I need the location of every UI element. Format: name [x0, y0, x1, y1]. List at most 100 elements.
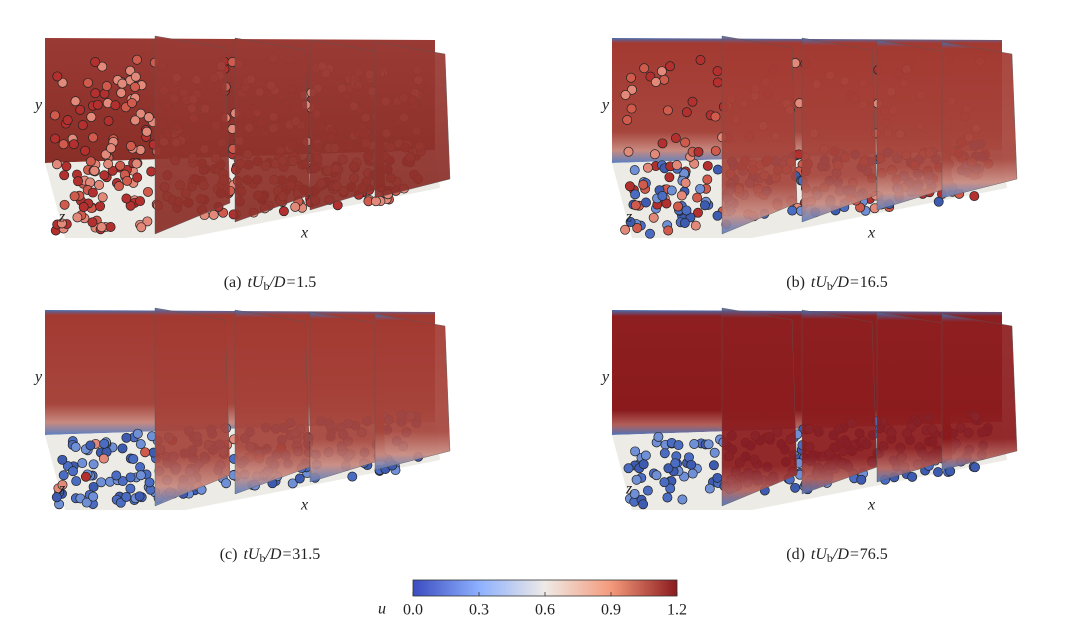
- caption-label: (a): [224, 274, 242, 291]
- particle: [50, 133, 61, 144]
- particle: [624, 181, 635, 192]
- caption-value: 31.5: [292, 546, 320, 563]
- particle: [135, 145, 146, 155]
- particle: [709, 447, 720, 458]
- colorbar-tick-label: 1.2: [667, 602, 687, 619]
- particle: [666, 185, 677, 196]
- particle: [673, 440, 684, 451]
- particle: [712, 77, 723, 88]
- particle: [687, 96, 698, 107]
- particle: [97, 192, 108, 203]
- particle: [143, 186, 153, 197]
- particle: [70, 96, 81, 107]
- particle: [662, 492, 673, 503]
- particle: [645, 228, 655, 239]
- axis-label: y: [33, 369, 43, 386]
- particle: [681, 205, 692, 216]
- particle: [702, 160, 713, 171]
- particle: [686, 459, 697, 470]
- panel: y z x (c) tUb/D=31.5: [33, 307, 451, 565]
- particle: [907, 471, 918, 482]
- particle: [290, 201, 301, 212]
- axis-label: y: [600, 369, 610, 386]
- particle: [99, 438, 110, 449]
- particle: [626, 103, 637, 114]
- particle: [710, 145, 721, 156]
- caption-value: 16.5: [860, 274, 888, 291]
- particle: [787, 205, 798, 216]
- particle: [140, 447, 151, 458]
- particle: [85, 156, 96, 167]
- particle: [99, 170, 110, 181]
- particle: [620, 90, 631, 100]
- particle: [97, 61, 108, 72]
- particle: [630, 189, 641, 200]
- particle: [92, 99, 103, 110]
- caption-expression: tU: [243, 546, 260, 563]
- particle: [627, 84, 637, 95]
- particle: [98, 453, 109, 464]
- slice-plane: [374, 41, 451, 199]
- particle: [712, 472, 723, 483]
- particle: [59, 199, 70, 210]
- caption: (a) tUb/D=1.5: [224, 274, 317, 293]
- particle: [80, 145, 91, 156]
- axis-label: x: [867, 225, 875, 242]
- axis-label: x: [300, 225, 308, 242]
- particle: [96, 222, 107, 233]
- particle: [370, 196, 381, 207]
- particle: [630, 200, 641, 211]
- particle: [712, 164, 723, 175]
- particle: [59, 170, 70, 181]
- particle: [117, 78, 128, 89]
- particle: [125, 200, 136, 211]
- particle: [103, 115, 114, 126]
- particle: [659, 477, 670, 488]
- particle: [933, 467, 943, 478]
- caption-value: 1.5: [296, 274, 316, 291]
- particle: [640, 450, 651, 461]
- particle: [127, 98, 137, 108]
- particle: [72, 212, 83, 223]
- slice-plane: [374, 313, 451, 471]
- particle: [101, 81, 112, 92]
- caption: (b) tUb/D=16.5: [786, 274, 887, 293]
- particle: [144, 477, 155, 488]
- particle: [125, 483, 136, 494]
- particle: [665, 61, 676, 72]
- slice-plane: [234, 309, 311, 495]
- particle: [121, 193, 132, 204]
- slice-plane: [801, 309, 878, 495]
- particle: [664, 172, 675, 183]
- particle: [141, 126, 152, 137]
- caption-label: (b): [786, 274, 805, 291]
- particle: [657, 191, 668, 201]
- particle: [58, 470, 69, 481]
- particle: [88, 481, 99, 492]
- axis-label: x: [300, 497, 308, 514]
- particle: [57, 454, 68, 465]
- particle: [642, 162, 653, 173]
- particle: [77, 120, 88, 131]
- particle: [85, 440, 96, 451]
- particle: [663, 463, 674, 474]
- particle: [625, 217, 636, 227]
- particle: [626, 72, 636, 83]
- particle: [143, 112, 154, 123]
- caption-subscript: b: [827, 279, 833, 293]
- caption-value: 76.5: [860, 546, 888, 563]
- colorbar-label: u: [378, 601, 386, 618]
- particle: [641, 197, 651, 208]
- particle: [135, 108, 146, 119]
- particle: [81, 497, 92, 508]
- particle: [970, 462, 980, 473]
- particle: [125, 65, 136, 76]
- particle: [712, 210, 723, 221]
- particle: [78, 202, 89, 212]
- colorbar-tick-label: 0.0: [403, 602, 423, 619]
- particle: [623, 463, 634, 474]
- particle: [347, 471, 358, 482]
- particle: [933, 196, 944, 207]
- particle: [642, 485, 653, 496]
